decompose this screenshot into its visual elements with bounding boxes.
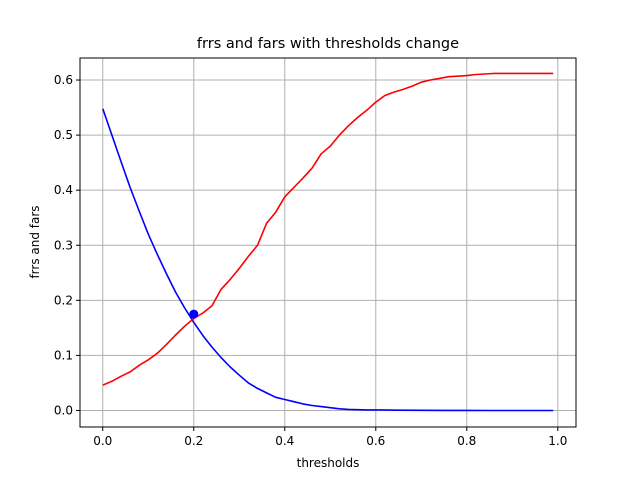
y-tick-label: 0.2 <box>54 293 73 307</box>
x-tick-label: 0.4 <box>275 434 294 448</box>
y-tick-label: 0.1 <box>54 348 73 362</box>
intersection-point <box>189 309 199 319</box>
y-tick-label: 0.5 <box>54 128 73 142</box>
plot-area <box>102 72 554 412</box>
y-tick-label: 0.4 <box>54 183 73 197</box>
x-tick-label: 0.0 <box>93 434 112 448</box>
grid <box>80 58 576 427</box>
x-tick-label: 1.0 <box>548 434 567 448</box>
x-tick-label: 0.6 <box>366 434 385 448</box>
chart-title: frrs and fars with thresholds change <box>197 36 459 52</box>
x-axis-label: thresholds <box>297 456 360 470</box>
y-axis-label: frrs and fars <box>28 205 42 278</box>
axes-frame <box>79 57 577 428</box>
y-tick-label: 0.3 <box>54 238 73 252</box>
x-tick-label: 0.8 <box>457 434 476 448</box>
x-tick-label: 0.2 <box>184 434 203 448</box>
series-line-1 <box>102 72 554 386</box>
y-tick-label: 0.0 <box>54 403 73 417</box>
series-line-0 <box>102 108 554 412</box>
y-tick-label: 0.6 <box>54 73 73 87</box>
x-axis: 0.0 0.2 0.4 0.6 0.8 1.0 <box>93 427 567 448</box>
y-axis: 0.0 0.1 0.2 0.3 0.4 0.5 0.6 <box>54 73 80 417</box>
